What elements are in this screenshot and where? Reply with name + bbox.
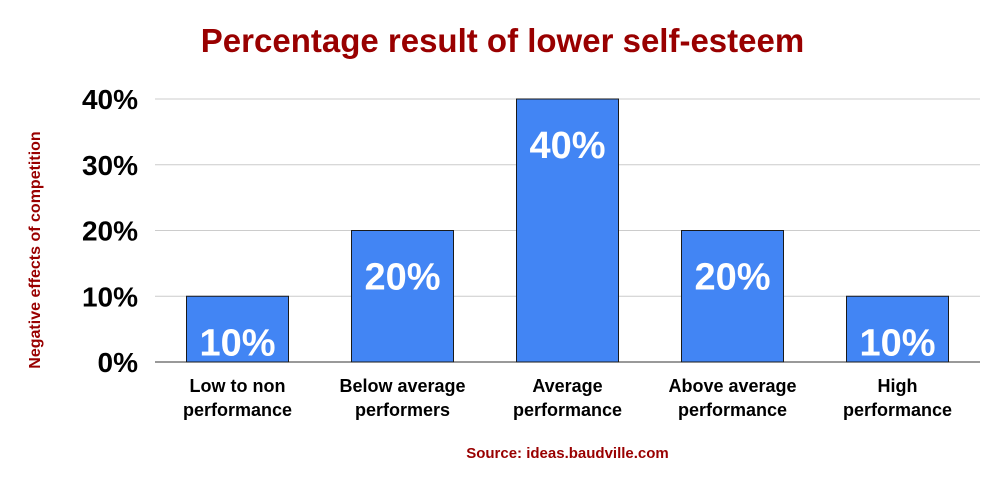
- x-tick-label: Above average: [668, 376, 796, 396]
- y-tick-label: 10%: [82, 281, 138, 312]
- bars: 10% 20% 40% 20% 10%: [186, 98, 949, 364]
- chart-title: Percentage result of lower self-esteem: [200, 22, 805, 59]
- x-tick-label: performance: [513, 400, 622, 420]
- x-tick-label: Low to non: [190, 376, 286, 396]
- x-tick-label: performers: [355, 400, 450, 420]
- x-tick-label: performance: [183, 400, 292, 420]
- data-label: 20%: [364, 257, 440, 299]
- y-axis-ticks: 0% 10% 20% 30% 40%: [82, 84, 138, 378]
- data-label: 10%: [199, 322, 275, 364]
- bar: [681, 230, 784, 363]
- bar: [846, 295, 949, 363]
- bar: [351, 230, 454, 363]
- y-tick-label: 0%: [98, 347, 139, 378]
- x-tick-label: performance: [678, 400, 787, 420]
- y-tick-label: 20%: [82, 216, 138, 247]
- y-tick-label: 40%: [82, 84, 138, 115]
- x-tick-label: performance: [843, 400, 952, 420]
- bar: [516, 98, 619, 363]
- data-label: 40%: [529, 125, 605, 167]
- data-label: 10%: [859, 322, 935, 364]
- bar: [186, 295, 289, 363]
- data-label: 20%: [694, 257, 770, 299]
- x-axis-labels: Low to non performance Below average perfor…: [183, 376, 952, 420]
- source-note: Source: ideas.baudville.com: [466, 445, 669, 462]
- x-tick-label: High: [878, 376, 918, 396]
- y-tick-label: 30%: [82, 150, 138, 181]
- x-tick-label: Average: [532, 376, 602, 396]
- x-tick-label: Below average: [339, 376, 465, 396]
